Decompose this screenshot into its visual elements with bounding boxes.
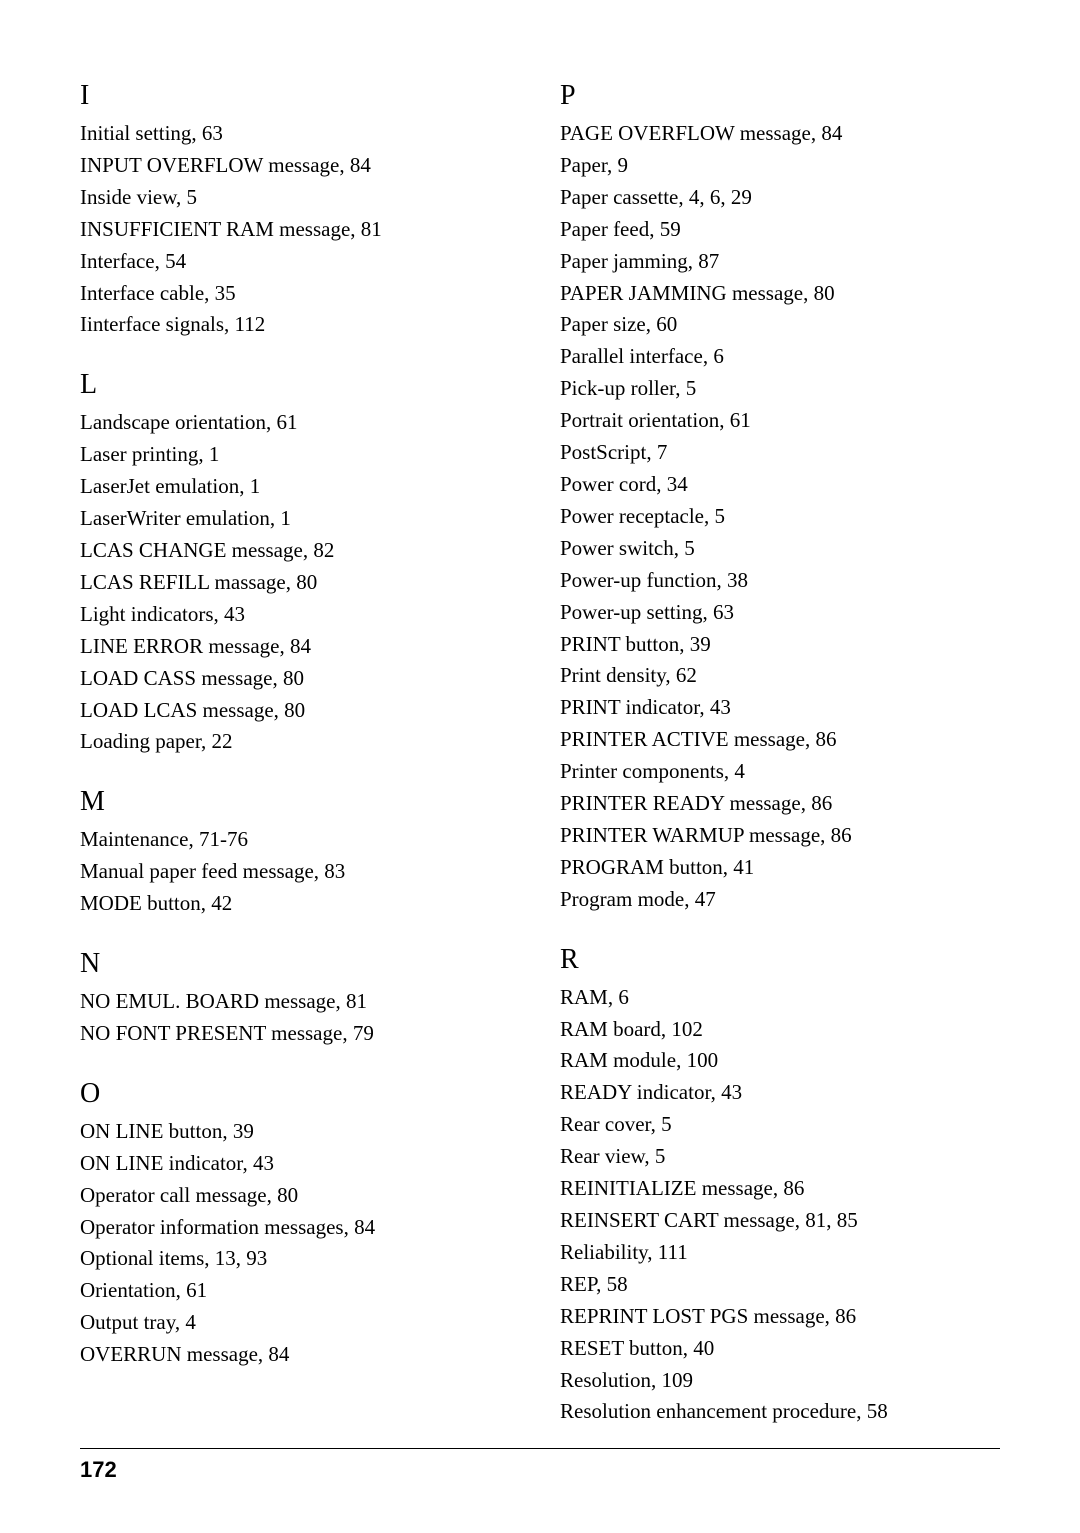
- index-entry: Maintenance, 71-76: [80, 824, 520, 856]
- index-entry: Reliability, 111: [560, 1237, 1000, 1269]
- index-entry: Paper size, 60: [560, 309, 1000, 341]
- section-heading: N: [80, 948, 520, 980]
- index-entry: ON LINE button, 39: [80, 1116, 520, 1148]
- index-entry: INSUFFICIENT RAM message, 81: [80, 214, 520, 246]
- index-entry: Program mode, 47: [560, 884, 1000, 916]
- index-entry: Rear view, 5: [560, 1141, 1000, 1173]
- index-entry: LOAD LCAS message, 80: [80, 695, 520, 727]
- section-heading: P: [560, 80, 1000, 112]
- index-entry: Light indicators, 43: [80, 599, 520, 631]
- index-entry: Paper feed, 59: [560, 214, 1000, 246]
- index-section: R RAM, 6RAM board, 102RAM module, 100READ…: [560, 944, 1000, 1429]
- index-page-content: I Initial setting, 63INPUT OVERFLOW messa…: [80, 80, 1000, 1413]
- index-entry: PostScript, 7: [560, 437, 1000, 469]
- index-entry: Rear cover, 5: [560, 1109, 1000, 1141]
- section-heading: I: [80, 80, 520, 112]
- index-section: N NO EMUL. BOARD message, 81NO FONT PRESE…: [80, 948, 520, 1050]
- index-entry: Paper jamming, 87: [560, 246, 1000, 278]
- index-entry: REPRINT LOST PGS message, 86: [560, 1301, 1000, 1333]
- section-heading: M: [80, 786, 520, 818]
- index-entry: Optional items, 13, 93: [80, 1243, 520, 1275]
- index-entry: PAGE OVERFLOW message, 84: [560, 118, 1000, 150]
- index-entry: RAM board, 102: [560, 1014, 1000, 1046]
- index-entry: MODE button, 42: [80, 888, 520, 920]
- index-entry: RAM, 6: [560, 982, 1000, 1014]
- index-entry: READY indicator, 43: [560, 1077, 1000, 1109]
- index-entry: Loading paper, 22: [80, 726, 520, 758]
- index-entry: OVERRUN message, 84: [80, 1339, 520, 1371]
- index-entry: Interface cable, 35: [80, 278, 520, 310]
- index-entry: NO FONT PRESENT message, 79: [80, 1018, 520, 1050]
- index-entry: PROGRAM button, 41: [560, 852, 1000, 884]
- right-column: PPAGE OVERFLOW message, 84Paper, 9Paper …: [560, 80, 1000, 1413]
- index-entry: PRINTER READY message, 86: [560, 788, 1000, 820]
- index-entry: LCAS REFILL massage, 80: [80, 567, 520, 599]
- index-entry: Power-up setting, 63: [560, 597, 1000, 629]
- index-entry: RESET button, 40: [560, 1333, 1000, 1365]
- index-entry: Pick-up roller, 5: [560, 373, 1000, 405]
- index-entry: Power cord, 34: [560, 469, 1000, 501]
- index-entry: LaserJet emulation, 1: [80, 471, 520, 503]
- index-section: O ON LINE button, 39ON LINE indicator, 43…: [80, 1078, 520, 1371]
- index-entry: Portrait orientation, 61: [560, 405, 1000, 437]
- index-entry: LINE ERROR message, 84: [80, 631, 520, 663]
- page-footer: 172: [80, 1448, 1000, 1483]
- index-entry: LOAD CASS message, 80: [80, 663, 520, 695]
- index-entry: Resolution, 109: [560, 1365, 1000, 1397]
- index-entry: Power-up function, 38: [560, 565, 1000, 597]
- section-heading: L: [80, 369, 520, 401]
- index-entry: ON LINE indicator, 43: [80, 1148, 520, 1180]
- index-entry: Interface, 54: [80, 246, 520, 278]
- left-column: I Initial setting, 63INPUT OVERFLOW messa…: [80, 80, 520, 1413]
- index-entry: PAPER JAMMING message, 80: [560, 278, 1000, 310]
- index-section: M Maintenance, 71-76Manual paper feed mes…: [80, 786, 520, 920]
- index-entry: Parallel interface, 6: [560, 341, 1000, 373]
- index-section: L Landscape orientation, 61Laser printing…: [80, 369, 520, 758]
- index-entry: Landscape orientation, 61: [80, 407, 520, 439]
- index-entry: Initial setting, 63: [80, 118, 520, 150]
- section-heading: R: [560, 944, 1000, 976]
- index-entry: Operator information messages, 84: [80, 1212, 520, 1244]
- index-entry: REINSERT CART message, 81, 85: [560, 1205, 1000, 1237]
- index-entry: Power switch, 5: [560, 533, 1000, 565]
- index-section: PPAGE OVERFLOW message, 84Paper, 9Paper …: [560, 80, 1000, 916]
- page-number: 172: [80, 1457, 117, 1482]
- index-entry: Manual paper feed message, 83: [80, 856, 520, 888]
- index-entry: PRINT button, 39: [560, 629, 1000, 661]
- index-entry: Printer components, 4: [560, 756, 1000, 788]
- index-section: I Initial setting, 63INPUT OVERFLOW messa…: [80, 80, 520, 341]
- index-entry: INPUT OVERFLOW message, 84: [80, 150, 520, 182]
- index-entry: Operator call message, 80: [80, 1180, 520, 1212]
- index-entry: Print density, 62: [560, 660, 1000, 692]
- index-entry: REINITIALIZE message, 86: [560, 1173, 1000, 1205]
- section-heading: O: [80, 1078, 520, 1110]
- index-entry: LaserWriter emulation, 1: [80, 503, 520, 535]
- index-entry: Orientation, 61: [80, 1275, 520, 1307]
- index-entry: PRINTER ACTIVE message, 86: [560, 724, 1000, 756]
- index-entry: Iinterface signals, 112: [80, 309, 520, 341]
- index-entry: RAM module, 100: [560, 1045, 1000, 1077]
- index-entry: PRINT indicator, 43: [560, 692, 1000, 724]
- index-entry: Resolution enhancement procedure, 58: [560, 1396, 1000, 1428]
- index-entry: Inside view, 5: [80, 182, 520, 214]
- index-entry: Output tray, 4: [80, 1307, 520, 1339]
- index-entry: Paper, 9: [560, 150, 1000, 182]
- index-entry: REP, 58: [560, 1269, 1000, 1301]
- index-entry: Laser printing, 1: [80, 439, 520, 471]
- index-entry: NO EMUL. BOARD message, 81: [80, 986, 520, 1018]
- index-entry: Power receptacle, 5: [560, 501, 1000, 533]
- index-entry: LCAS CHANGE message, 82: [80, 535, 520, 567]
- index-entry: Paper cassette, 4, 6, 29: [560, 182, 1000, 214]
- index-entry: PRINTER WARMUP message, 86: [560, 820, 1000, 852]
